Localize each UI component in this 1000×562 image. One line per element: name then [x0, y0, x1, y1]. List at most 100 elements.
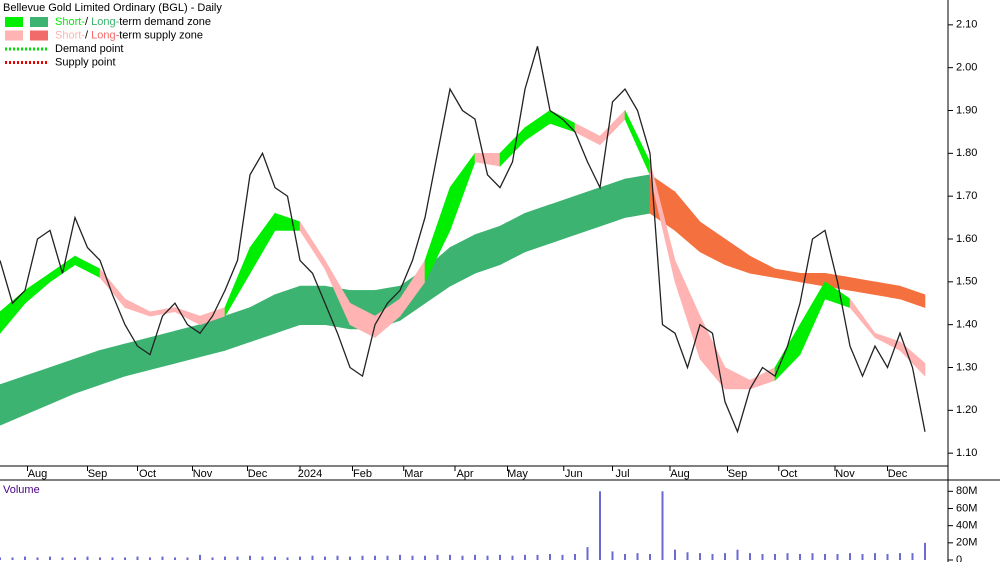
volume-bar — [774, 553, 776, 560]
x-tick-label: 2024 — [298, 468, 322, 480]
volume-bar — [824, 553, 826, 560]
volume-bar — [811, 553, 814, 560]
volume-bar — [399, 554, 401, 560]
volume-bar — [886, 553, 889, 560]
legend-text: Long- — [91, 29, 119, 41]
zone-band — [599, 178, 626, 227]
volume-bar — [261, 556, 264, 560]
volume-bar — [799, 553, 801, 560]
volume-bar — [686, 552, 689, 560]
x-tick-label: Dec — [248, 468, 268, 480]
volume-bar — [161, 556, 164, 560]
y-tick-label: 1.60 — [956, 233, 977, 245]
volume-bar — [374, 555, 376, 560]
volume-bar — [11, 557, 14, 560]
x-tick-label: Oct — [139, 468, 156, 480]
volume-bar — [711, 553, 714, 560]
zone-band — [299, 285, 326, 325]
volume-bar — [699, 553, 701, 560]
volume-bar — [761, 553, 764, 560]
volume-bar — [724, 553, 726, 560]
volume-bar — [336, 555, 339, 560]
volume-title: Volume — [3, 484, 40, 496]
zone-band — [624, 174, 651, 218]
volume-bar — [861, 553, 864, 560]
legend-swatch — [5, 17, 23, 27]
legend-label: Supply point — [55, 56, 116, 68]
volume-bar — [649, 553, 651, 560]
price-line — [0, 46, 926, 434]
volume-bar — [274, 556, 276, 560]
x-tick-label: Aug — [670, 468, 690, 480]
y-tick-label: 60M — [956, 502, 977, 514]
volume-bar — [411, 555, 414, 560]
volume-bar — [186, 557, 189, 560]
x-tick-label: Apr — [456, 468, 473, 480]
volume-bar — [849, 553, 851, 560]
volume-bar — [749, 553, 751, 560]
volume-bar — [549, 553, 551, 560]
legend-text: term demand zone — [119, 16, 211, 28]
volume-bar — [611, 551, 614, 560]
volume-bar — [61, 557, 64, 560]
y-tick-label: 20M — [956, 537, 977, 549]
y-tick-label: 1.50 — [956, 276, 977, 288]
volume-bar — [36, 557, 39, 560]
volume-bar — [924, 542, 926, 560]
y-tick-label: 1.40 — [956, 319, 977, 331]
volume-bar — [24, 556, 26, 560]
y-tick-label: 80M — [956, 485, 977, 497]
volume-bar — [461, 555, 464, 560]
volume-bar — [136, 556, 139, 560]
x-tick-label: May — [507, 468, 528, 480]
volume-bar — [786, 553, 789, 560]
legend-swatch — [30, 30, 48, 41]
volume-bar — [286, 557, 289, 560]
y-tick-label: 1.90 — [956, 104, 977, 116]
volume-bar — [236, 556, 239, 560]
x-tick-label: Aug — [28, 468, 48, 480]
zone-band — [574, 187, 601, 236]
legend-swatch — [30, 17, 48, 27]
x-tick-label: Feb — [353, 468, 372, 480]
volume-bar — [349, 556, 351, 560]
volume-bar — [574, 553, 576, 560]
volume-bar — [424, 555, 426, 560]
volume-bar — [0, 557, 1, 560]
x-tick-label: Mar — [404, 468, 423, 480]
volume-bar — [311, 555, 314, 560]
zone-band — [124, 337, 151, 377]
volume-bar — [636, 553, 639, 560]
volume-bar — [299, 556, 301, 560]
volume-bar — [511, 555, 514, 560]
volume-bar — [474, 554, 476, 560]
legend-swatch — [5, 30, 23, 41]
legend-text: Supply point — [55, 56, 116, 68]
y-tick-label: 0 — [956, 554, 962, 562]
volume-bar — [836, 553, 839, 560]
volume-bar — [899, 553, 901, 560]
volume-bar — [586, 547, 589, 560]
volume-bar — [449, 554, 451, 560]
volume-bar — [561, 554, 564, 560]
legend-label: Short-/ Long-term supply zone — [55, 29, 203, 41]
volume-bar — [599, 491, 601, 560]
volume-bar — [524, 554, 526, 560]
legend-label: Short-/ Long-term demand zone — [55, 16, 211, 28]
volume-bar — [536, 554, 539, 560]
x-tick-label: Nov — [193, 468, 213, 480]
volume-bar — [249, 555, 251, 560]
volume-bar — [124, 557, 126, 560]
volume-bar — [199, 554, 201, 560]
volume-bar — [911, 553, 914, 560]
y-tick-label: 40M — [956, 520, 977, 532]
zone-band — [474, 225, 501, 274]
y-tick-label: 2.10 — [956, 19, 977, 31]
legend-text: Short- — [55, 29, 85, 41]
volume-bar — [99, 557, 101, 560]
volume-bar — [224, 556, 226, 560]
volume-bar — [361, 555, 364, 560]
zone-band — [274, 285, 301, 334]
y-tick-label: 1.70 — [956, 190, 977, 202]
